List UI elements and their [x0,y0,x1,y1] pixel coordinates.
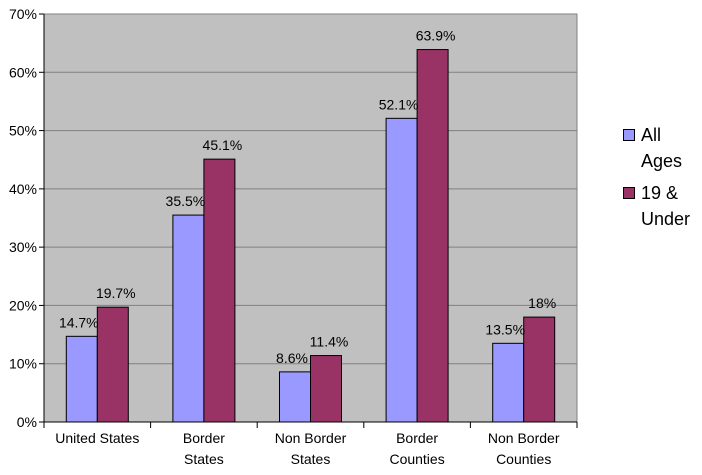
legend-label-all-ages-line1: All [641,125,662,145]
legend-swatch-19-and-under [623,187,635,199]
bar [492,342,525,423]
legend: All Ages 19 & Under [623,122,701,238]
data-label: 11.4% [310,334,349,350]
y-tick-label: 30% [9,239,37,255]
y-tick-label: 60% [9,64,37,80]
bar [385,117,418,423]
x-tick-label: States [184,451,224,467]
bar [172,214,205,423]
x-tick-label: Counties [496,451,551,467]
legend-label-19-and-under-line2: Under [641,209,691,229]
bar [96,306,129,423]
bar [310,355,342,423]
y-tick-label: 0% [17,414,37,430]
plot-area [43,13,578,423]
y-tick-label: 20% [9,297,37,313]
legend-label-all-ages-line2: Ages [641,151,683,171]
legend-label-19-and-under-line1: 19 & [641,183,679,203]
x-tick-label: Border [183,430,225,446]
x-tick-label: Counties [389,451,444,467]
data-label: 13.5% [485,321,525,337]
bar [416,49,449,423]
x-tick-label: Non Border [275,430,347,446]
data-label: 19.7% [96,285,136,301]
bar [203,158,236,423]
y-tick-label: 40% [9,181,37,197]
legend-item-all-ages: All Ages [623,122,701,174]
bar [523,316,556,423]
bar [279,371,311,423]
axes: 0% 10% 20% 30% 40% 50% 60% 70% United States Bord… [9,6,578,467]
bars [65,49,556,423]
data-label: 18% [528,295,556,311]
data-label: 45.1% [203,137,243,153]
x-tick-label: Non Border [488,430,560,446]
data-label: 35.5% [166,193,206,209]
bar [65,335,98,423]
y-tick-label: 10% [9,356,37,372]
data-label: 63.9% [416,28,456,44]
data-label: 8.6% [276,350,308,366]
legend-item-19-and-under: 19 & Under [623,180,701,232]
x-tick-label: Border [396,430,438,446]
gridlines [44,71,577,365]
y-tick-label: 70% [9,6,37,22]
data-labels: 14.7% 19.7% 35.5% 45.1% 8.6%11.4% 52.1% 63.9% 1… [59,28,556,366]
data-label: 14.7% [59,314,99,330]
x-tick-label: States [291,451,331,467]
data-label: 52.1% [379,96,419,112]
x-tick-label: United States [55,430,139,446]
legend-swatch-all-ages [623,129,635,141]
y-tick-label: 50% [9,123,37,139]
